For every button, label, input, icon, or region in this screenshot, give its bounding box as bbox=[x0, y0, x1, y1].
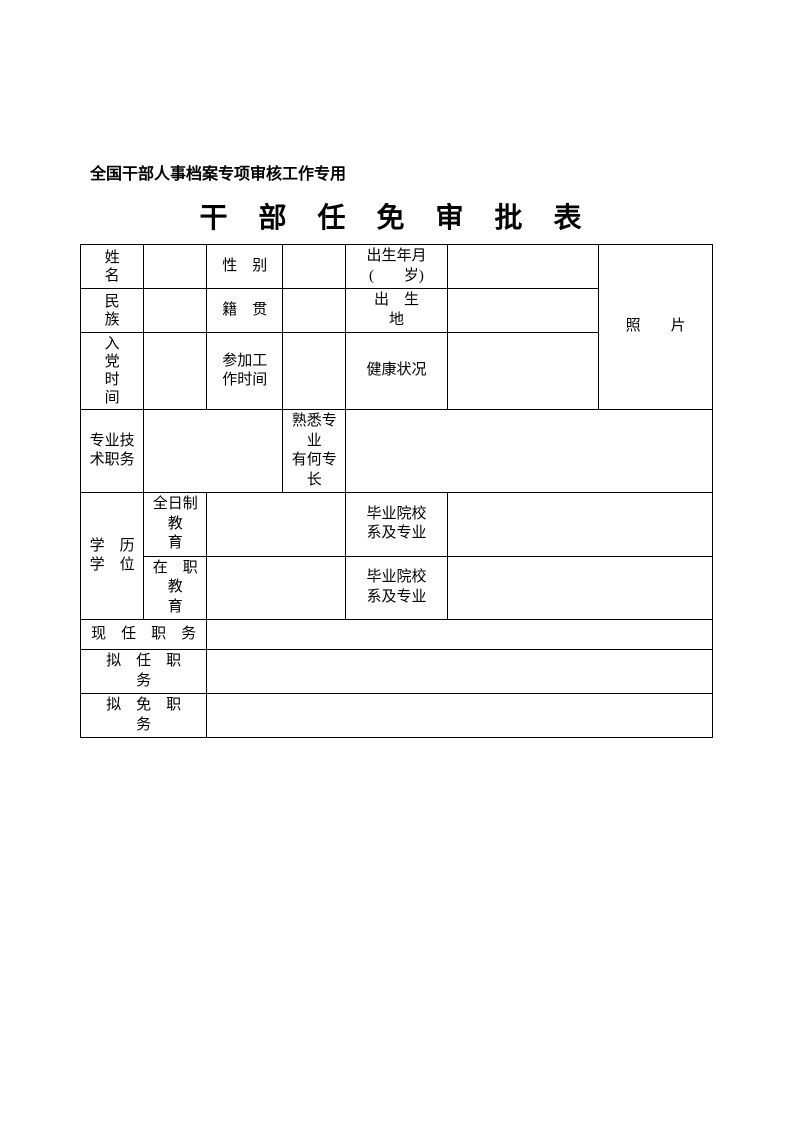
form-title: 干 部 任 免 审 批 表 bbox=[80, 196, 713, 236]
value-birth-place bbox=[447, 289, 599, 333]
label-birth-date: 出生年月( 岁) bbox=[346, 245, 447, 289]
value-health bbox=[447, 333, 599, 410]
label-work-start: 参加工作时间 bbox=[207, 333, 283, 410]
label-native-place: 籍 贯 bbox=[207, 289, 283, 333]
label-proposed-remove: 拟 免 职务 bbox=[81, 694, 207, 738]
label-name: 姓名 bbox=[81, 245, 144, 289]
label-fulltime-edu: 全日制教育 bbox=[144, 493, 207, 557]
value-grad-school-2 bbox=[447, 556, 713, 620]
photo-cell: 照 片 bbox=[599, 245, 713, 410]
value-native-place bbox=[283, 289, 346, 333]
label-party-join: 入党时间 bbox=[81, 333, 144, 410]
value-ethnicity bbox=[144, 289, 207, 333]
value-gender bbox=[283, 245, 346, 289]
value-work-start bbox=[283, 333, 346, 410]
approval-form-table: 姓名 性 别 出生年月( 岁) 照 片 民族 籍 贯 出 生地 入党时间 参加工… bbox=[80, 244, 713, 738]
label-proposed-appoint: 拟 任 职务 bbox=[81, 650, 207, 694]
label-specialty: 熟悉专业有何专长 bbox=[283, 410, 346, 493]
value-fulltime-edu bbox=[207, 493, 346, 557]
label-gender: 性 别 bbox=[207, 245, 283, 289]
value-name bbox=[144, 245, 207, 289]
label-prof-title: 专业技术职务 bbox=[81, 410, 144, 493]
value-party-join bbox=[144, 333, 207, 410]
value-birth-date bbox=[447, 245, 599, 289]
label-onjob-edu: 在 职教育 bbox=[144, 556, 207, 620]
value-proposed-appoint bbox=[207, 650, 713, 694]
value-grad-school-1 bbox=[447, 493, 713, 557]
header-text: 全国干部人事档案专项审核工作专用 bbox=[90, 160, 713, 184]
label-grad-school-1: 毕业院校系及专业 bbox=[346, 493, 447, 557]
label-current-position: 现 任 职 务 bbox=[81, 620, 207, 650]
value-current-position bbox=[207, 620, 713, 650]
value-prof-title bbox=[144, 410, 283, 493]
value-specialty bbox=[346, 410, 713, 493]
value-onjob-edu bbox=[207, 556, 346, 620]
label-health: 健康状况 bbox=[346, 333, 447, 410]
label-ethnicity: 民族 bbox=[81, 289, 144, 333]
label-birth-place: 出 生地 bbox=[346, 289, 447, 333]
value-proposed-remove bbox=[207, 694, 713, 738]
label-grad-school-2: 毕业院校系及专业 bbox=[346, 556, 447, 620]
label-education-degree: 学 历学 位 bbox=[81, 493, 144, 620]
